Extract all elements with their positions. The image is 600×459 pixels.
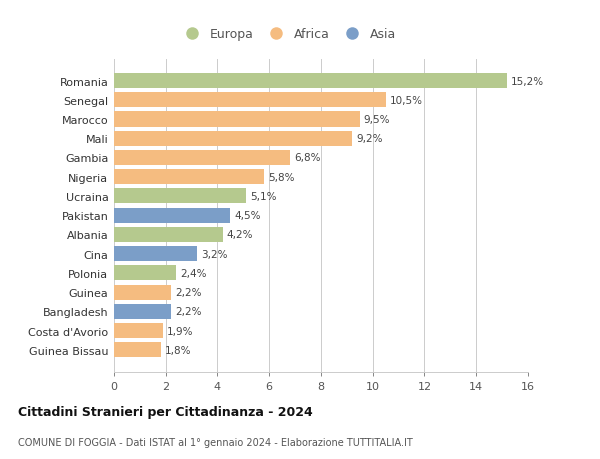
Text: 1,9%: 1,9% bbox=[167, 326, 194, 336]
Bar bbox=[114, 93, 386, 108]
Bar bbox=[114, 285, 171, 300]
Text: 9,2%: 9,2% bbox=[356, 134, 382, 144]
Text: 6,8%: 6,8% bbox=[294, 153, 320, 163]
Text: 2,2%: 2,2% bbox=[175, 287, 202, 297]
Text: 5,8%: 5,8% bbox=[268, 172, 295, 182]
Text: 9,5%: 9,5% bbox=[364, 115, 390, 125]
Text: Cittadini Stranieri per Cittadinanza - 2024: Cittadini Stranieri per Cittadinanza - 2… bbox=[18, 405, 313, 419]
Bar bbox=[114, 266, 176, 281]
Text: COMUNE DI FOGGIA - Dati ISTAT al 1° gennaio 2024 - Elaborazione TUTTITALIA.IT: COMUNE DI FOGGIA - Dati ISTAT al 1° genn… bbox=[18, 437, 413, 447]
Bar bbox=[114, 74, 507, 89]
Text: 4,2%: 4,2% bbox=[227, 230, 253, 240]
Bar bbox=[114, 151, 290, 166]
Text: 2,2%: 2,2% bbox=[175, 307, 202, 317]
Text: 4,5%: 4,5% bbox=[235, 211, 261, 221]
Legend: Europa, Africa, Asia: Europa, Africa, Asia bbox=[178, 25, 398, 43]
Bar bbox=[114, 112, 360, 127]
Text: 15,2%: 15,2% bbox=[511, 76, 544, 86]
Bar bbox=[114, 131, 352, 146]
Text: 3,2%: 3,2% bbox=[200, 249, 227, 259]
Text: 1,8%: 1,8% bbox=[164, 345, 191, 355]
Bar bbox=[114, 170, 264, 185]
Bar bbox=[114, 228, 223, 242]
Text: 2,4%: 2,4% bbox=[180, 269, 206, 278]
Bar bbox=[114, 246, 197, 262]
Bar bbox=[114, 304, 171, 319]
Text: 10,5%: 10,5% bbox=[389, 95, 422, 106]
Bar bbox=[114, 342, 161, 358]
Bar bbox=[114, 208, 230, 223]
Bar bbox=[114, 189, 246, 204]
Bar bbox=[114, 324, 163, 338]
Text: 5,1%: 5,1% bbox=[250, 191, 277, 202]
